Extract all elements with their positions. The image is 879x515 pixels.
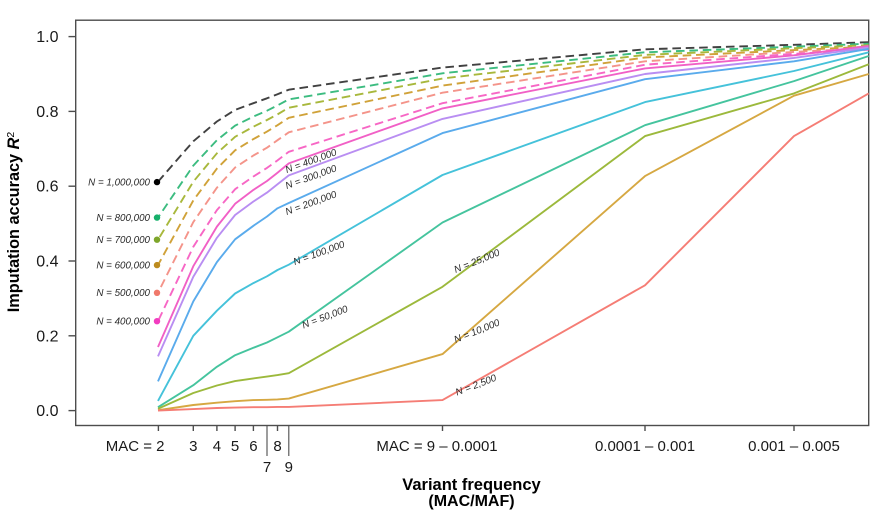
svg-text:Imputation accuracy R2: Imputation accuracy R2 — [5, 132, 23, 313]
svg-text:8: 8 — [273, 438, 281, 455]
svg-text:3: 3 — [189, 438, 197, 455]
svg-text:N = 800,000: N = 800,000 — [96, 213, 150, 224]
svg-text:0.4: 0.4 — [36, 254, 58, 271]
svg-text:0.2: 0.2 — [36, 328, 58, 345]
svg-text:0.0001 – 0.001: 0.0001 – 0.001 — [595, 438, 695, 455]
svg-text:Variant frequency: Variant frequency — [402, 476, 541, 494]
svg-text:4: 4 — [213, 438, 221, 455]
svg-text:N = 1,000,000: N = 1,000,000 — [88, 177, 150, 188]
svg-text:MAC = 2: MAC = 2 — [106, 438, 165, 455]
svg-text:0.0: 0.0 — [36, 403, 58, 420]
svg-text:6: 6 — [249, 438, 257, 455]
svg-text:0.6: 0.6 — [36, 179, 58, 196]
svg-text:5: 5 — [231, 438, 239, 455]
svg-text:N = 700,000: N = 700,000 — [96, 235, 150, 246]
svg-text:N = 400,000: N = 400,000 — [96, 317, 150, 328]
svg-text:(MAC/MAF): (MAC/MAF) — [428, 493, 514, 510]
svg-text:N = 500,000: N = 500,000 — [96, 288, 150, 299]
svg-text:MAC = 9 – 0.0001: MAC = 9 – 0.0001 — [376, 438, 497, 455]
svg-text:N = 600,000: N = 600,000 — [96, 260, 150, 271]
svg-text:0.001 – 0.005: 0.001 – 0.005 — [748, 438, 840, 455]
svg-text:0.8: 0.8 — [36, 104, 58, 121]
svg-text:9: 9 — [285, 459, 293, 476]
svg-text:1.0: 1.0 — [36, 29, 58, 46]
svg-text:7: 7 — [263, 459, 271, 476]
